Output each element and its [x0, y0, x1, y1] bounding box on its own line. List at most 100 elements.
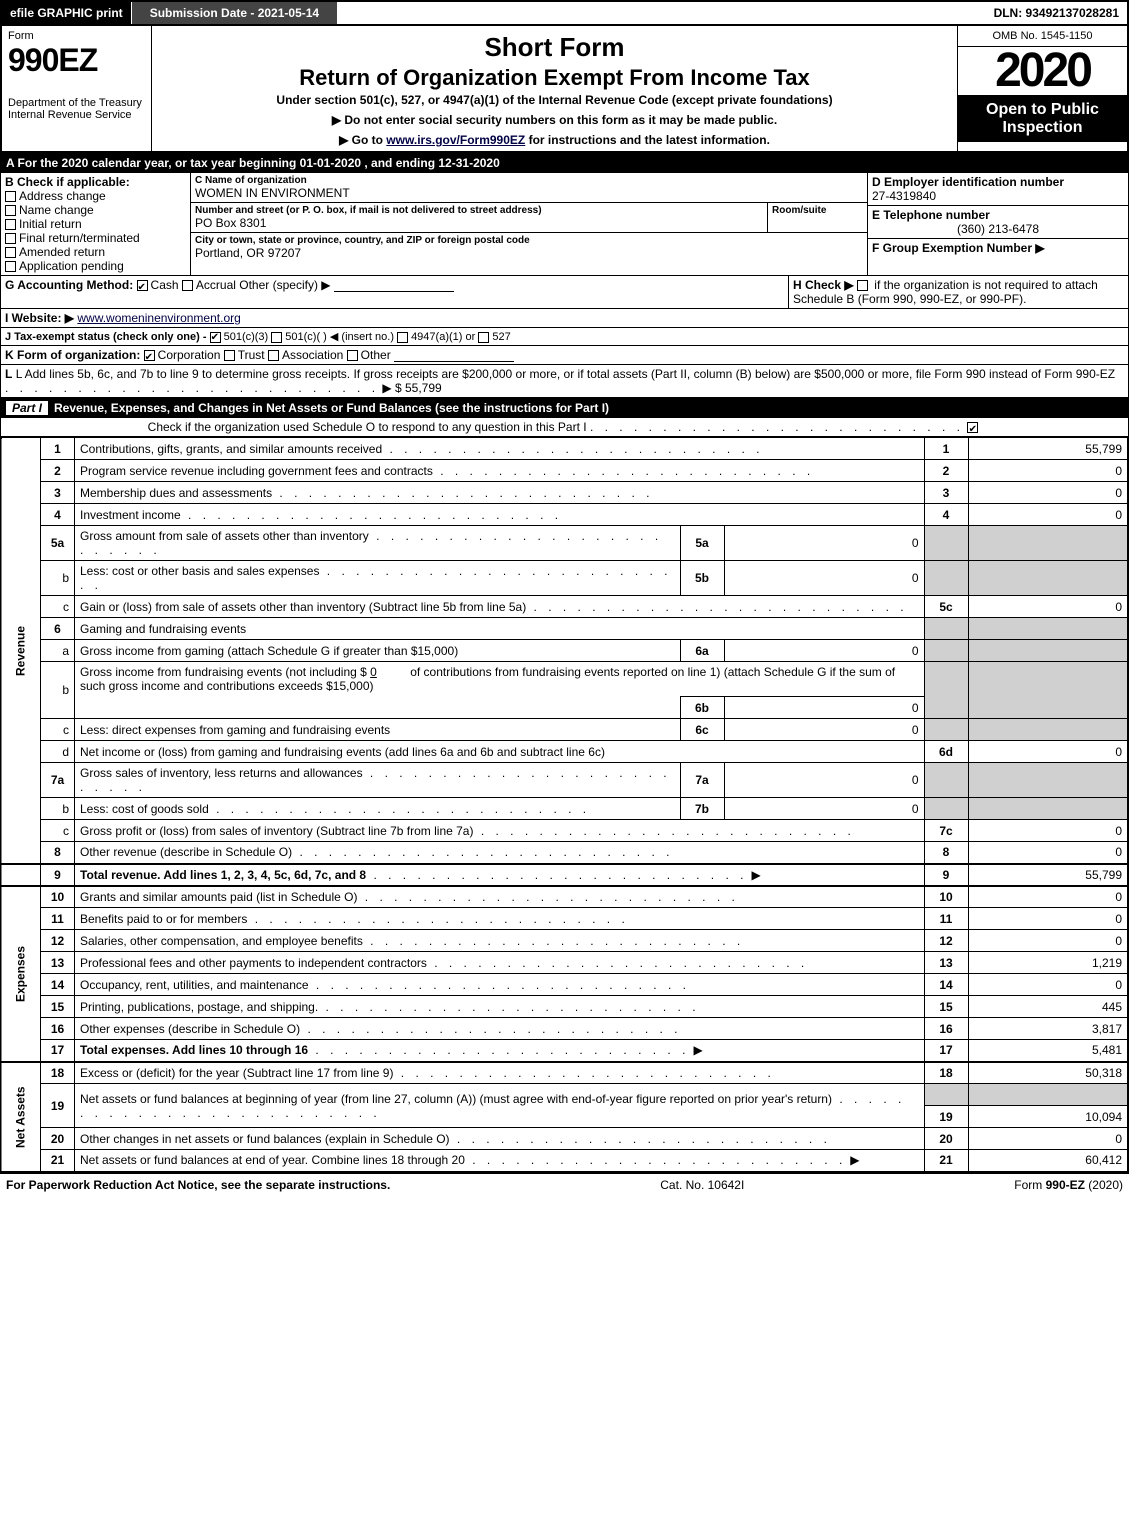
- form-header: Form 990EZ Department of the Treasury In…: [0, 26, 1129, 153]
- j-insert: ◀ (insert no.): [330, 331, 394, 343]
- k-label: K Form of organization:: [5, 348, 140, 362]
- d-label: D Employer identification number: [872, 175, 1124, 189]
- part1-table: Revenue 1 Contributions, gifts, grants, …: [0, 437, 1129, 1173]
- g-other-label: Other (specify) ▶: [239, 278, 330, 292]
- cb-initial-return[interactable]: Initial return: [5, 217, 186, 231]
- f-label: F Group Exemption Number ▶: [872, 241, 1045, 255]
- part1-title: Revenue, Expenses, and Changes in Net As…: [54, 401, 1123, 415]
- line-3-desc: Membership dues and assessments: [80, 486, 272, 500]
- form-word: Form: [8, 30, 145, 42]
- box-c: C Name of organization WOMEN IN ENVIRONM…: [191, 173, 868, 275]
- irs-label: Internal Revenue Service: [8, 109, 145, 121]
- i-label: I Website: ▶: [5, 311, 74, 325]
- line-21-desc: Net assets or fund balances at end of ye…: [80, 1153, 465, 1167]
- line-6b-desc1: Gross income from fundraising events (no…: [80, 665, 367, 679]
- room-label: Room/suite: [772, 205, 863, 216]
- line-14-desc: Occupancy, rent, utilities, and maintena…: [80, 978, 309, 992]
- line-12-desc: Salaries, other compensation, and employ…: [80, 934, 363, 948]
- line-3-amt: 0: [968, 482, 1128, 504]
- page-footer: For Paperwork Reduction Act Notice, see …: [0, 1173, 1129, 1196]
- cb-address-change[interactable]: Address change: [5, 189, 186, 203]
- line-8-desc: Other revenue (describe in Schedule O): [80, 845, 292, 859]
- city-value: Portland, OR 97207: [195, 246, 863, 260]
- cb-527[interactable]: 527: [478, 331, 510, 343]
- subtitle: Under section 501(c), 527, or 4947(a)(1)…: [162, 93, 947, 107]
- part1-header: Part I Revenue, Expenses, and Changes in…: [0, 398, 1129, 418]
- line-14-amt: 0: [968, 974, 1128, 996]
- line-10-amt: 0: [968, 886, 1128, 908]
- cb-corp[interactable]: Corporation: [144, 348, 221, 362]
- box-b: B Check if applicable: Address change Na…: [1, 173, 191, 275]
- cb-501c3[interactable]: 501(c)(3): [210, 331, 269, 343]
- h-pre: H Check ▶: [793, 278, 854, 292]
- line-11-amt: 0: [968, 908, 1128, 930]
- dln-label: DLN: 93492137028281: [986, 2, 1127, 24]
- cb-schedule-o[interactable]: [967, 420, 981, 434]
- line-7b-amt: 0: [724, 798, 924, 820]
- title-return: Return of Organization Exempt From Incom…: [162, 65, 947, 91]
- line-5c-desc: Gain or (loss) from sale of assets other…: [80, 600, 526, 614]
- box-j: J Tax-exempt status (check only one) - 5…: [0, 328, 1129, 346]
- cb-other[interactable]: Other: [347, 348, 391, 362]
- line-7a-amt: 0: [724, 763, 924, 798]
- line-6-desc: Gaming and fundraising events: [75, 618, 925, 640]
- footer-center: Cat. No. 10642I: [660, 1178, 744, 1192]
- cb-cash[interactable]: Cash: [137, 278, 179, 292]
- line-17-amt: 5,481: [968, 1040, 1128, 1062]
- cb-application-pending[interactable]: Application pending: [5, 259, 186, 273]
- line-13-desc: Professional fees and other payments to …: [80, 956, 427, 970]
- part1-label: Part I: [6, 401, 48, 415]
- box-l: L L Add lines 5b, 6c, and 7b to line 9 t…: [0, 365, 1129, 398]
- tax-year: 2020: [958, 47, 1127, 95]
- line-5b-desc: Less: cost or other basis and sales expe…: [80, 564, 319, 578]
- cb-name-change[interactable]: Name change: [5, 203, 186, 217]
- cb-accrual[interactable]: Accrual: [182, 278, 236, 292]
- k-other-input[interactable]: [394, 348, 514, 362]
- expenses-side-label: Expenses: [1, 886, 41, 1062]
- line-6c-amt: 0: [724, 719, 924, 741]
- line-2-amt: 0: [968, 460, 1128, 482]
- cb-trust[interactable]: Trust: [224, 348, 265, 362]
- line-16-desc: Other expenses (describe in Schedule O): [80, 1022, 300, 1036]
- line-1-amt: 55,799: [968, 438, 1128, 460]
- line-15-desc: Printing, publications, postage, and shi…: [80, 1000, 318, 1014]
- revenue-side-label: Revenue: [1, 438, 41, 864]
- line-20-amt: 0: [968, 1128, 1128, 1150]
- line-9-amt: 55,799: [968, 864, 1128, 886]
- cb-h[interactable]: [857, 278, 871, 292]
- header-center: Short Form Return of Organization Exempt…: [152, 26, 957, 151]
- line-4-desc: Investment income: [80, 508, 181, 522]
- gh-block: G Accounting Method: Cash Accrual Other …: [0, 276, 1129, 309]
- line-7c-amt: 0: [968, 820, 1128, 842]
- line-17-desc: Total expenses. Add lines 10 through 16: [80, 1043, 308, 1057]
- box-i: I Website: ▶ www.womeninenvironment.org: [0, 309, 1129, 328]
- line-15-amt: 445: [968, 996, 1128, 1018]
- cb-assoc[interactable]: Association: [268, 348, 343, 362]
- line-7a-desc: Gross sales of inventory, less returns a…: [80, 766, 363, 780]
- street-value: PO Box 8301: [195, 216, 763, 230]
- line-8-amt: 0: [968, 842, 1128, 864]
- g-other-input[interactable]: [334, 278, 454, 292]
- line-2-desc: Program service revenue including govern…: [80, 464, 433, 478]
- l-amt: 55,799: [405, 381, 442, 395]
- header-left: Form 990EZ Department of the Treasury In…: [2, 26, 152, 151]
- line-6b-amt: 0: [724, 697, 924, 719]
- line-10-desc: Grants and similar amounts paid (list in…: [80, 890, 357, 904]
- cb-501c[interactable]: 501(c)( ): [271, 331, 327, 343]
- open-inspection: Open to Public Inspection: [958, 95, 1127, 142]
- line-7b-desc: Less: cost of goods sold: [80, 802, 209, 816]
- box-k: K Form of organization: Corporation Trus…: [0, 346, 1129, 365]
- l-text: L Add lines 5b, 6c, and 7b to line 9 to …: [16, 367, 1115, 381]
- irs-link[interactable]: www.irs.gov/Form990EZ: [386, 133, 525, 147]
- note-ssn: ▶ Do not enter social security numbers o…: [162, 113, 947, 127]
- top-bar: efile GRAPHIC print Submission Date - 20…: [0, 0, 1129, 26]
- cb-4947[interactable]: 4947(a)(1) or: [397, 331, 475, 343]
- line-11-desc: Benefits paid to or for members: [80, 912, 247, 926]
- website-link[interactable]: www.womeninenvironment.org: [77, 311, 240, 325]
- cb-amended-return[interactable]: Amended return: [5, 245, 186, 259]
- line-5b-amt: 0: [724, 561, 924, 596]
- identity-block: B Check if applicable: Address change Na…: [0, 173, 1129, 276]
- cb-final-return[interactable]: Final return/terminated: [5, 231, 186, 245]
- line-a-period: A For the 2020 calendar year, or tax yea…: [0, 153, 1129, 173]
- city-label: City or town, state or province, country…: [195, 235, 863, 246]
